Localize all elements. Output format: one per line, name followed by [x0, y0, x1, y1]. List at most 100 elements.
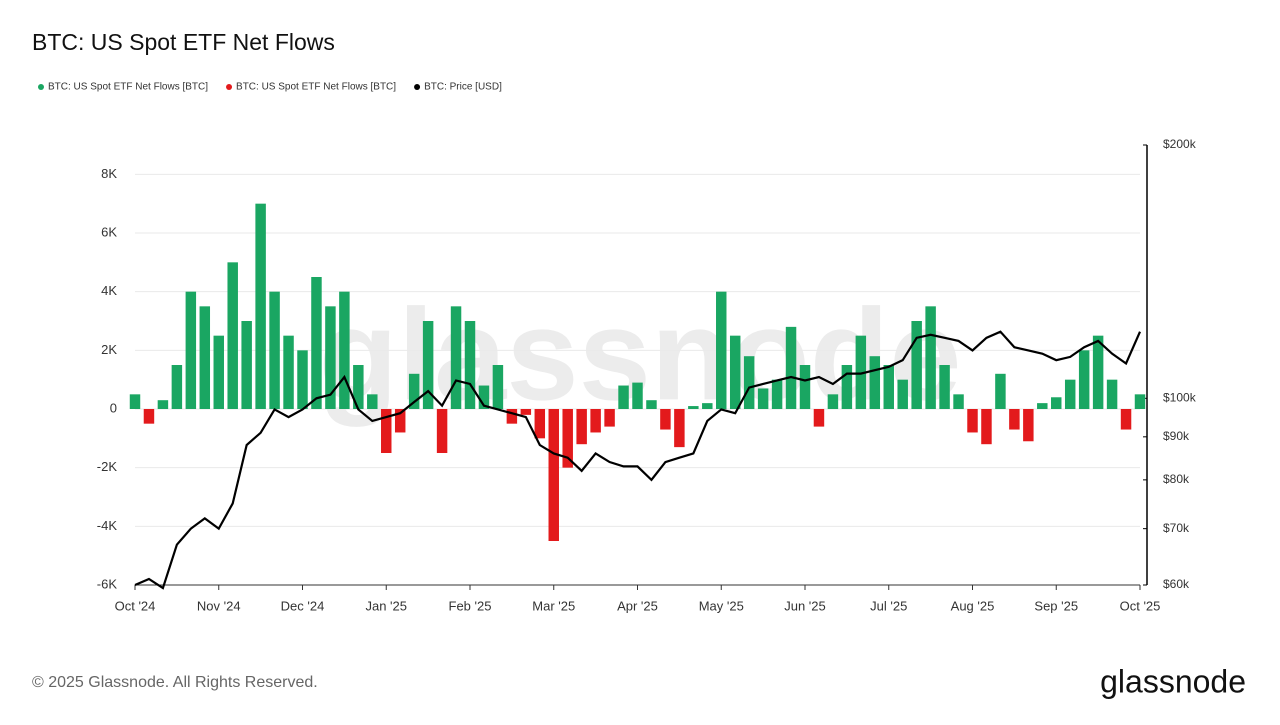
bar [325, 306, 336, 409]
bar [827, 394, 839, 409]
x-tick-label: Jan '25 [365, 598, 407, 613]
bar [199, 306, 211, 409]
bar [1023, 409, 1034, 442]
bar [269, 291, 280, 409]
bar [450, 306, 462, 409]
y2-tick-label: $100k [1163, 390, 1197, 404]
bar [311, 277, 322, 409]
bar [1120, 409, 1132, 430]
bar [1064, 379, 1076, 409]
bar [897, 379, 908, 409]
bar [353, 365, 364, 409]
x-tick-label: Dec '24 [281, 598, 325, 613]
bar [464, 321, 476, 409]
y2-tick-label: $80k [1163, 472, 1190, 486]
x-tick-label: Apr '25 [617, 598, 658, 613]
bar [1106, 379, 1118, 409]
bar [408, 373, 420, 409]
bar [729, 335, 741, 409]
bar [688, 406, 699, 409]
y-tick-label: 2K [101, 342, 117, 357]
bar [883, 365, 894, 409]
bar [660, 409, 671, 430]
bar [227, 262, 238, 409]
y-tick-label: 6K [101, 224, 117, 239]
bar [855, 335, 867, 409]
bar [967, 409, 978, 433]
bar [506, 409, 518, 424]
x-tick-label: Nov '24 [197, 598, 241, 613]
bar [1134, 394, 1146, 409]
bar [157, 400, 169, 409]
bar [394, 409, 406, 433]
bar [562, 409, 573, 468]
bar [925, 306, 936, 409]
bar [1009, 409, 1020, 430]
legend-marker [38, 84, 44, 90]
logo: glassnode [1100, 663, 1246, 699]
x-tick-label: Jun '25 [784, 598, 826, 613]
bar [213, 335, 224, 409]
y-tick-label: 0 [110, 400, 117, 415]
y-tick-label: -2K [97, 459, 118, 474]
bar [297, 350, 308, 409]
bar [1051, 397, 1062, 409]
bar [1037, 403, 1048, 409]
bar [548, 409, 559, 541]
legend-marker [414, 84, 421, 90]
bar [436, 409, 448, 453]
y-tick-label: 4K [101, 283, 117, 298]
bar [171, 365, 183, 409]
bar [283, 335, 294, 409]
y-tick-label: 8K [101, 166, 117, 181]
bar [702, 403, 713, 409]
y2-tick-label: $60k [1163, 577, 1190, 591]
x-tick-label: Aug '25 [951, 598, 995, 613]
y2-tick-label: $70k [1163, 521, 1190, 535]
x-tick-label: Oct '24 [115, 598, 156, 613]
x-tick-label: Jul '25 [870, 598, 907, 613]
bar [953, 394, 964, 409]
bar [841, 365, 853, 409]
x-tick-label: Sep '25 [1034, 598, 1078, 613]
bar [185, 291, 197, 409]
bar [520, 409, 532, 415]
x-tick-label: Feb '25 [449, 598, 492, 613]
bar [129, 394, 141, 409]
bar [241, 321, 252, 409]
y-tick-label: -4K [97, 518, 118, 533]
bar [478, 385, 490, 409]
bar [995, 373, 1006, 409]
bar [534, 409, 546, 439]
bar [492, 365, 504, 409]
x-tick-label: Mar '25 [532, 598, 575, 613]
legend-label: BTC: US Spot ETF Net Flows [BTC] [48, 82, 208, 93]
footer: © 2025 Glassnode. All Rights Reserved. [32, 674, 318, 691]
price-line [134, 330, 1142, 590]
bar [590, 409, 601, 433]
bar [632, 382, 643, 409]
legend-marker [226, 84, 233, 90]
bar [716, 291, 727, 409]
bar [771, 379, 783, 409]
bar [869, 356, 881, 409]
legend-label: BTC: Price [USD] [424, 82, 502, 93]
bar [939, 365, 950, 409]
bar [813, 409, 825, 427]
bar [618, 385, 629, 409]
bar [646, 400, 657, 409]
legend-label: BTC: US Spot ETF Net Flows [BTC] [236, 82, 396, 93]
bar [981, 409, 992, 445]
y-tick-label: -6K [97, 576, 118, 591]
bar [799, 365, 811, 409]
bar [1092, 335, 1104, 409]
bar [604, 409, 615, 427]
bar [757, 388, 769, 409]
bar [743, 356, 755, 409]
bar [576, 409, 587, 445]
bar [785, 326, 797, 409]
y2-tick-label: $90k [1163, 429, 1190, 443]
bar [381, 409, 392, 453]
